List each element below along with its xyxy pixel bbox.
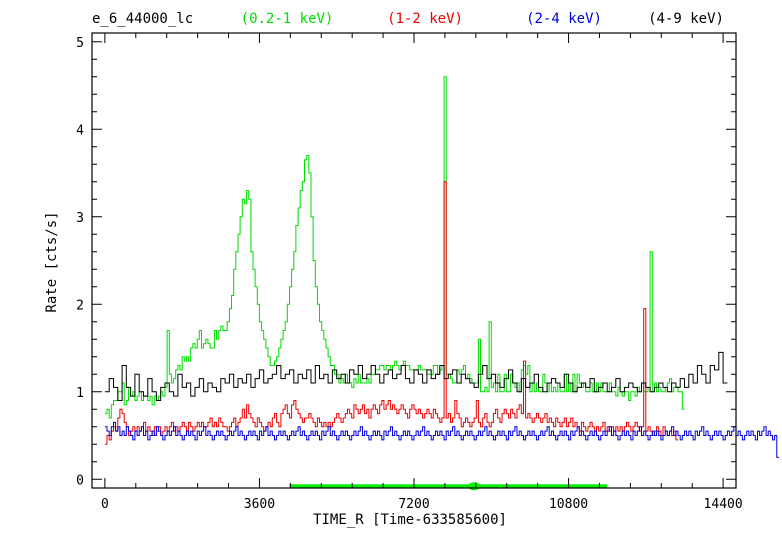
legend-series-3: (4-9 keV) — [648, 11, 724, 27]
legend-series-0: (0.2-1 keV) — [241, 11, 334, 27]
y-tick-label: 3 — [76, 211, 84, 226]
series-line-1 — [104, 181, 678, 445]
series-line-2 — [104, 421, 779, 458]
series-line-3 — [104, 351, 728, 401]
series-layer — [104, 76, 779, 458]
y-axis-label: Rate [cts/s] — [44, 211, 60, 312]
plot-frame — [91, 32, 737, 489]
x-tick-label: 0 — [101, 497, 109, 512]
gti-marker — [468, 482, 481, 491]
x-axis-label: TIME_R [Time-633585600] — [313, 512, 507, 528]
y-tick-label: 5 — [76, 36, 84, 51]
tick-layer — [92, 33, 736, 488]
series-line-0 — [104, 76, 685, 419]
y-tick-label: 2 — [76, 298, 84, 313]
y-tick-label: 0 — [76, 473, 84, 488]
tick-label-layer: 0 3600 7200 10800 14400 0 1 2 3 4 5 — [76, 36, 743, 512]
legend-series-2: (2-4 keV) — [526, 11, 602, 27]
x-tick-label: 10800 — [549, 497, 588, 512]
x-tick-label: 7200 — [398, 497, 429, 512]
x-tick-label: 3600 — [244, 497, 275, 512]
y-tick-label: 4 — [76, 123, 84, 138]
x-tick-label: 14400 — [704, 497, 743, 512]
chart-title: e_6_44000_lc — [92, 11, 193, 27]
y-tick-label: 1 — [76, 386, 84, 401]
legend-series-1: (1-2 keV) — [387, 11, 463, 27]
